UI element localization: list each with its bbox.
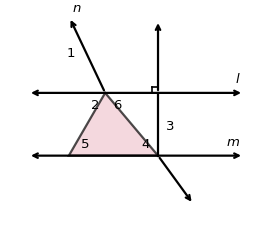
Polygon shape (69, 93, 158, 156)
Text: 4: 4 (142, 138, 150, 151)
Text: n: n (73, 2, 81, 15)
Text: 3: 3 (166, 120, 175, 133)
Text: m: m (227, 136, 239, 149)
Text: 1: 1 (67, 46, 75, 60)
Text: 6: 6 (113, 98, 122, 112)
Text: 2: 2 (91, 98, 100, 112)
Text: 5: 5 (81, 138, 89, 151)
Text: l: l (236, 73, 239, 86)
